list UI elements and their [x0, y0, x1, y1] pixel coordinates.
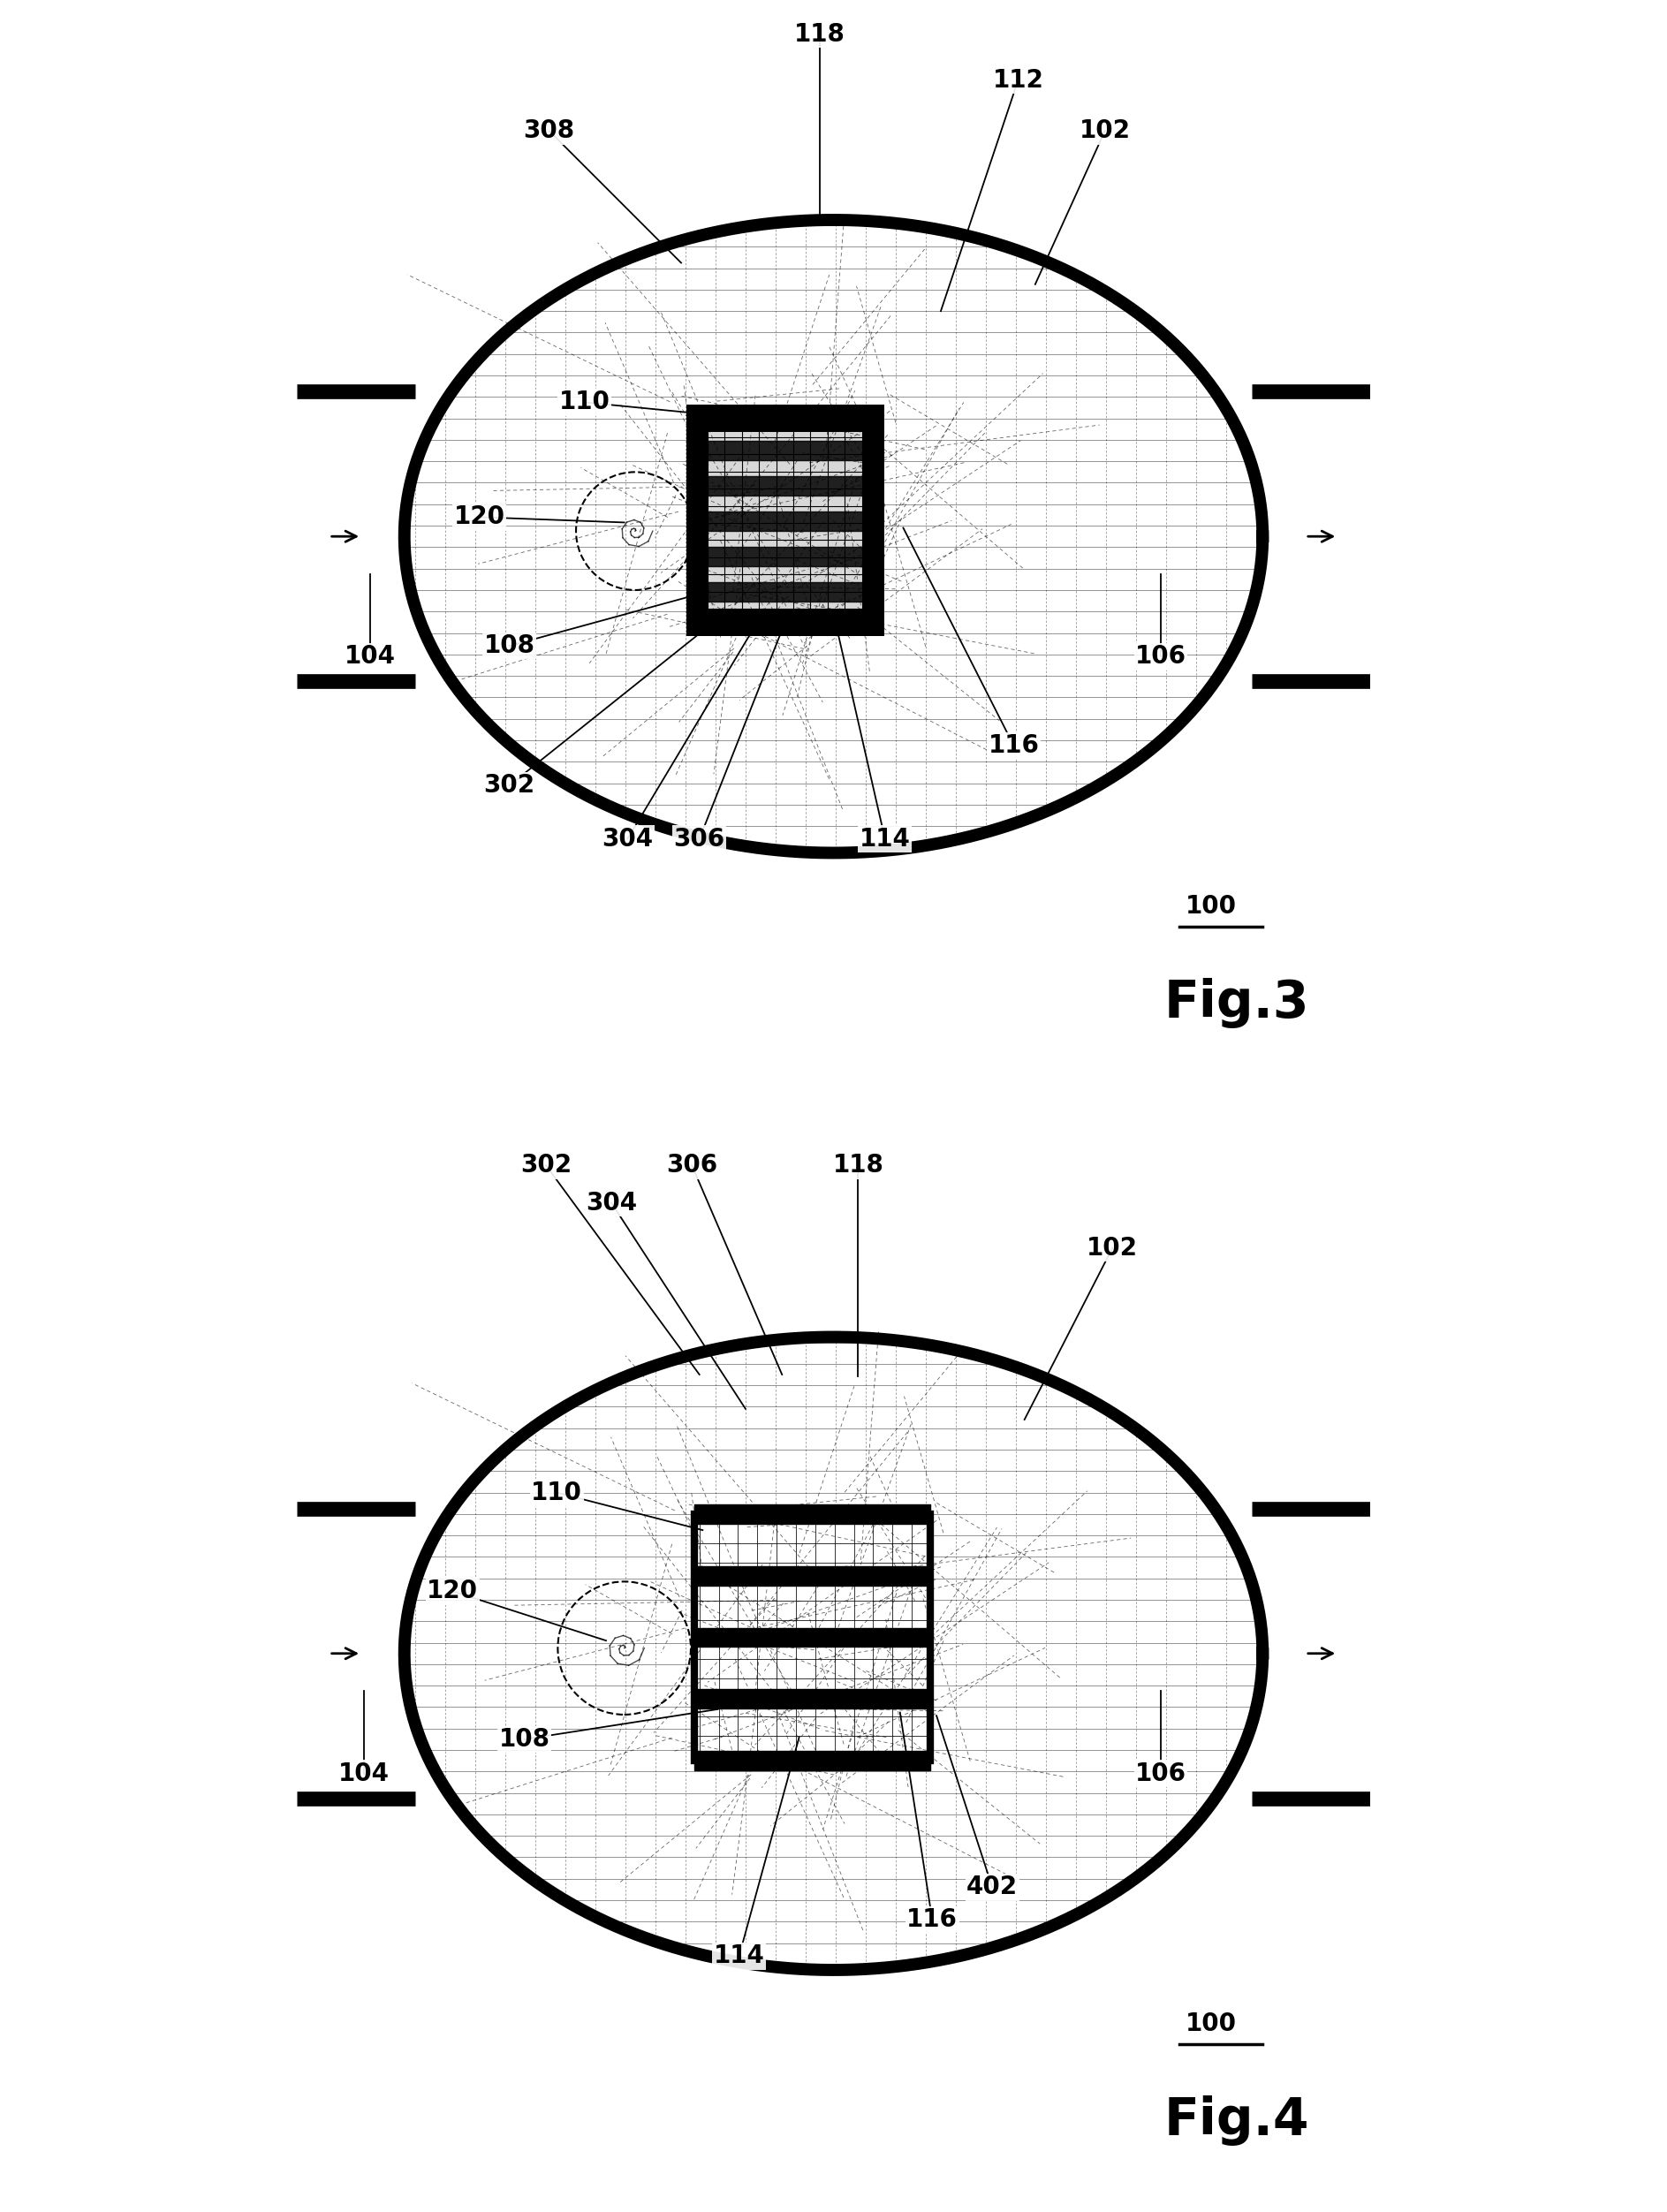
Text: 304: 304: [602, 827, 653, 852]
Polygon shape: [405, 219, 1262, 854]
Text: 108: 108: [483, 633, 535, 659]
Text: 106: 106: [1135, 1761, 1187, 1785]
Bar: [687, 405, 885, 635]
Text: 100: 100: [1185, 2011, 1237, 2035]
Text: 114: 114: [860, 827, 910, 852]
Text: 118: 118: [832, 1152, 884, 1177]
Text: Fig.4: Fig.4: [1164, 2095, 1309, 2146]
Bar: [693, 1513, 930, 1761]
Text: 120: 120: [453, 504, 505, 529]
Text: Fig.3: Fig.3: [1164, 978, 1309, 1029]
Text: 306: 306: [673, 827, 725, 852]
Text: 110: 110: [532, 1480, 582, 1504]
Text: 104: 104: [338, 1761, 388, 1785]
Text: 102: 102: [1079, 119, 1130, 144]
Text: 302: 302: [520, 1152, 572, 1177]
Text: 112: 112: [992, 69, 1044, 93]
Polygon shape: [405, 1336, 1262, 1971]
Text: 104: 104: [345, 644, 395, 668]
Text: 116: 116: [907, 1907, 959, 1931]
Bar: [707, 431, 864, 608]
Text: 120: 120: [427, 1579, 478, 1604]
Text: 308: 308: [523, 119, 575, 144]
Text: 306: 306: [667, 1152, 717, 1177]
Text: 302: 302: [483, 772, 535, 799]
Text: 118: 118: [793, 22, 845, 46]
Text: 110: 110: [558, 389, 610, 414]
Text: 304: 304: [585, 1190, 637, 1214]
Text: 116: 116: [989, 732, 1039, 759]
Text: 402: 402: [967, 1876, 1019, 1900]
Text: 108: 108: [498, 1728, 550, 1752]
Text: 106: 106: [1135, 644, 1187, 668]
Text: 102: 102: [1087, 1237, 1139, 1261]
Text: 114: 114: [713, 1944, 765, 1969]
Text: 100: 100: [1185, 894, 1237, 918]
